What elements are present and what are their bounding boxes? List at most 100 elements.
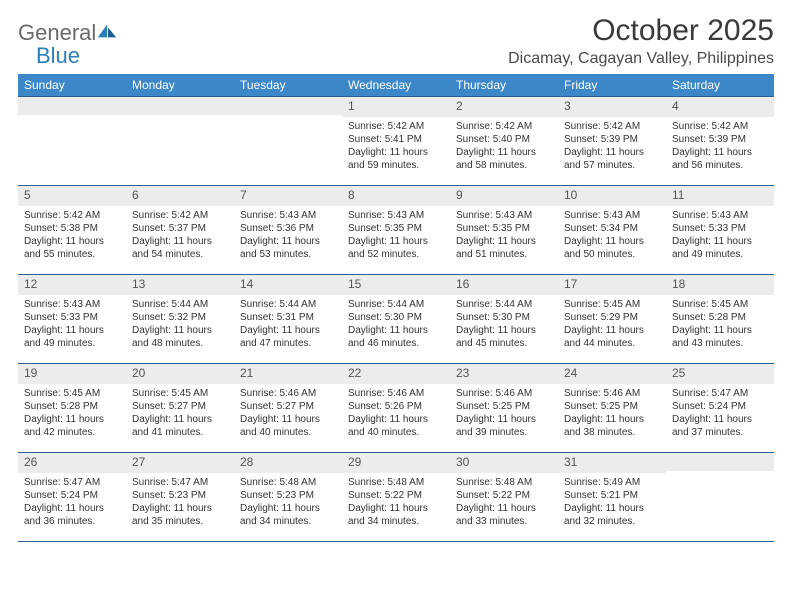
daylight-text: Daylight: 11 hours and 53 minutes. [240,235,338,261]
sunrise-text: Sunrise: 5:48 AM [348,476,446,489]
day-cell: 4Sunrise: 5:42 AMSunset: 5:39 PMDaylight… [666,97,774,185]
day-number: 9 [450,186,558,206]
day-body: Sunrise: 5:44 AMSunset: 5:30 PMDaylight:… [450,295,558,354]
day-number: 21 [234,364,342,384]
sunrise-text: Sunrise: 5:47 AM [132,476,230,489]
day-body: Sunrise: 5:45 AMSunset: 5:28 PMDaylight:… [666,295,774,354]
sunset-text: Sunset: 5:29 PM [564,311,662,324]
day-cell [126,97,234,185]
sunrise-text: Sunrise: 5:44 AM [348,298,446,311]
day-body: Sunrise: 5:48 AMSunset: 5:22 PMDaylight:… [342,473,450,532]
day-number: 24 [558,364,666,384]
sunset-text: Sunset: 5:31 PM [240,311,338,324]
sunset-text: Sunset: 5:22 PM [456,489,554,502]
day-cell: 27Sunrise: 5:47 AMSunset: 5:23 PMDayligh… [126,453,234,541]
day-body: Sunrise: 5:43 AMSunset: 5:36 PMDaylight:… [234,206,342,265]
weekday-wednesday: Wednesday [342,74,450,96]
daylight-text: Daylight: 11 hours and 34 minutes. [240,502,338,528]
title-block: October 2025 Dicamay, Cagayan Valley, Ph… [508,14,774,68]
weeks-container: 1Sunrise: 5:42 AMSunset: 5:41 PMDaylight… [18,96,774,542]
sunrise-text: Sunrise: 5:42 AM [24,209,122,222]
sunrise-text: Sunrise: 5:43 AM [672,209,770,222]
day-body: Sunrise: 5:43 AMSunset: 5:34 PMDaylight:… [558,206,666,265]
day-cell: 13Sunrise: 5:44 AMSunset: 5:32 PMDayligh… [126,275,234,363]
month-title: October 2025 [508,14,774,48]
day-cell: 6Sunrise: 5:42 AMSunset: 5:37 PMDaylight… [126,186,234,274]
sunrise-text: Sunrise: 5:45 AM [132,387,230,400]
daylight-text: Daylight: 11 hours and 52 minutes. [348,235,446,261]
sunset-text: Sunset: 5:34 PM [564,222,662,235]
sunset-text: Sunset: 5:30 PM [456,311,554,324]
day-number: 31 [558,453,666,473]
daylight-text: Daylight: 11 hours and 40 minutes. [348,413,446,439]
sunrise-text: Sunrise: 5:48 AM [456,476,554,489]
day-body: Sunrise: 5:43 AMSunset: 5:33 PMDaylight:… [666,206,774,265]
day-number: 2 [450,97,558,117]
sunset-text: Sunset: 5:27 PM [132,400,230,413]
day-body: Sunrise: 5:44 AMSunset: 5:31 PMDaylight:… [234,295,342,354]
sunset-text: Sunset: 5:28 PM [24,400,122,413]
day-number: 4 [666,97,774,117]
day-body: Sunrise: 5:43 AMSunset: 5:33 PMDaylight:… [18,295,126,354]
daylight-text: Daylight: 11 hours and 49 minutes. [24,324,122,350]
day-body: Sunrise: 5:43 AMSunset: 5:35 PMDaylight:… [342,206,450,265]
calendar-grid: Sunday Monday Tuesday Wednesday Thursday… [18,74,774,542]
day-body: Sunrise: 5:48 AMSunset: 5:23 PMDaylight:… [234,473,342,532]
day-cell: 3Sunrise: 5:42 AMSunset: 5:39 PMDaylight… [558,97,666,185]
week-row: 26Sunrise: 5:47 AMSunset: 5:24 PMDayligh… [18,453,774,542]
day-body: Sunrise: 5:45 AMSunset: 5:28 PMDaylight:… [18,384,126,443]
day-cell: 23Sunrise: 5:46 AMSunset: 5:25 PMDayligh… [450,364,558,452]
daylight-text: Daylight: 11 hours and 47 minutes. [240,324,338,350]
day-body: Sunrise: 5:42 AMSunset: 5:38 PMDaylight:… [18,206,126,265]
day-number [18,97,126,115]
sunset-text: Sunset: 5:33 PM [24,311,122,324]
daylight-text: Daylight: 11 hours and 35 minutes. [132,502,230,528]
day-cell: 17Sunrise: 5:45 AMSunset: 5:29 PMDayligh… [558,275,666,363]
daylight-text: Daylight: 11 hours and 59 minutes. [348,146,446,172]
daylight-text: Daylight: 11 hours and 54 minutes. [132,235,230,261]
sunrise-text: Sunrise: 5:47 AM [672,387,770,400]
sunset-text: Sunset: 5:28 PM [672,311,770,324]
day-cell: 12Sunrise: 5:43 AMSunset: 5:33 PMDayligh… [18,275,126,363]
day-body: Sunrise: 5:46 AMSunset: 5:27 PMDaylight:… [234,384,342,443]
sunrise-text: Sunrise: 5:42 AM [348,120,446,133]
sunrise-text: Sunrise: 5:46 AM [348,387,446,400]
day-number: 25 [666,364,774,384]
weekday-header-row: Sunday Monday Tuesday Wednesday Thursday… [18,74,774,96]
day-number: 23 [450,364,558,384]
day-body: Sunrise: 5:46 AMSunset: 5:26 PMDaylight:… [342,384,450,443]
brand-text-2: Blue [18,43,80,68]
daylight-text: Daylight: 11 hours and 48 minutes. [132,324,230,350]
sunrise-text: Sunrise: 5:42 AM [456,120,554,133]
daylight-text: Daylight: 11 hours and 33 minutes. [456,502,554,528]
sunset-text: Sunset: 5:22 PM [348,489,446,502]
day-cell: 9Sunrise: 5:43 AMSunset: 5:35 PMDaylight… [450,186,558,274]
sunrise-text: Sunrise: 5:47 AM [24,476,122,489]
day-cell: 25Sunrise: 5:47 AMSunset: 5:24 PMDayligh… [666,364,774,452]
day-number: 27 [126,453,234,473]
day-number: 3 [558,97,666,117]
day-body: Sunrise: 5:46 AMSunset: 5:25 PMDaylight:… [450,384,558,443]
sunrise-text: Sunrise: 5:43 AM [348,209,446,222]
day-number: 19 [18,364,126,384]
day-cell: 18Sunrise: 5:45 AMSunset: 5:28 PMDayligh… [666,275,774,363]
daylight-text: Daylight: 11 hours and 36 minutes. [24,502,122,528]
day-body: Sunrise: 5:47 AMSunset: 5:24 PMDaylight:… [18,473,126,532]
day-cell: 15Sunrise: 5:44 AMSunset: 5:30 PMDayligh… [342,275,450,363]
day-number: 12 [18,275,126,295]
day-cell: 8Sunrise: 5:43 AMSunset: 5:35 PMDaylight… [342,186,450,274]
day-body: Sunrise: 5:44 AMSunset: 5:30 PMDaylight:… [342,295,450,354]
week-row: 5Sunrise: 5:42 AMSunset: 5:38 PMDaylight… [18,186,774,275]
brand-text-1: General [18,20,96,45]
day-body: Sunrise: 5:42 AMSunset: 5:37 PMDaylight:… [126,206,234,265]
weekday-saturday: Saturday [666,74,774,96]
sunset-text: Sunset: 5:25 PM [564,400,662,413]
day-cell: 21Sunrise: 5:46 AMSunset: 5:27 PMDayligh… [234,364,342,452]
sunset-text: Sunset: 5:24 PM [672,400,770,413]
day-body: Sunrise: 5:47 AMSunset: 5:24 PMDaylight:… [666,384,774,443]
daylight-text: Daylight: 11 hours and 42 minutes. [24,413,122,439]
day-number: 6 [126,186,234,206]
day-cell: 11Sunrise: 5:43 AMSunset: 5:33 PMDayligh… [666,186,774,274]
weekday-tuesday: Tuesday [234,74,342,96]
week-row: 1Sunrise: 5:42 AMSunset: 5:41 PMDaylight… [18,96,774,186]
